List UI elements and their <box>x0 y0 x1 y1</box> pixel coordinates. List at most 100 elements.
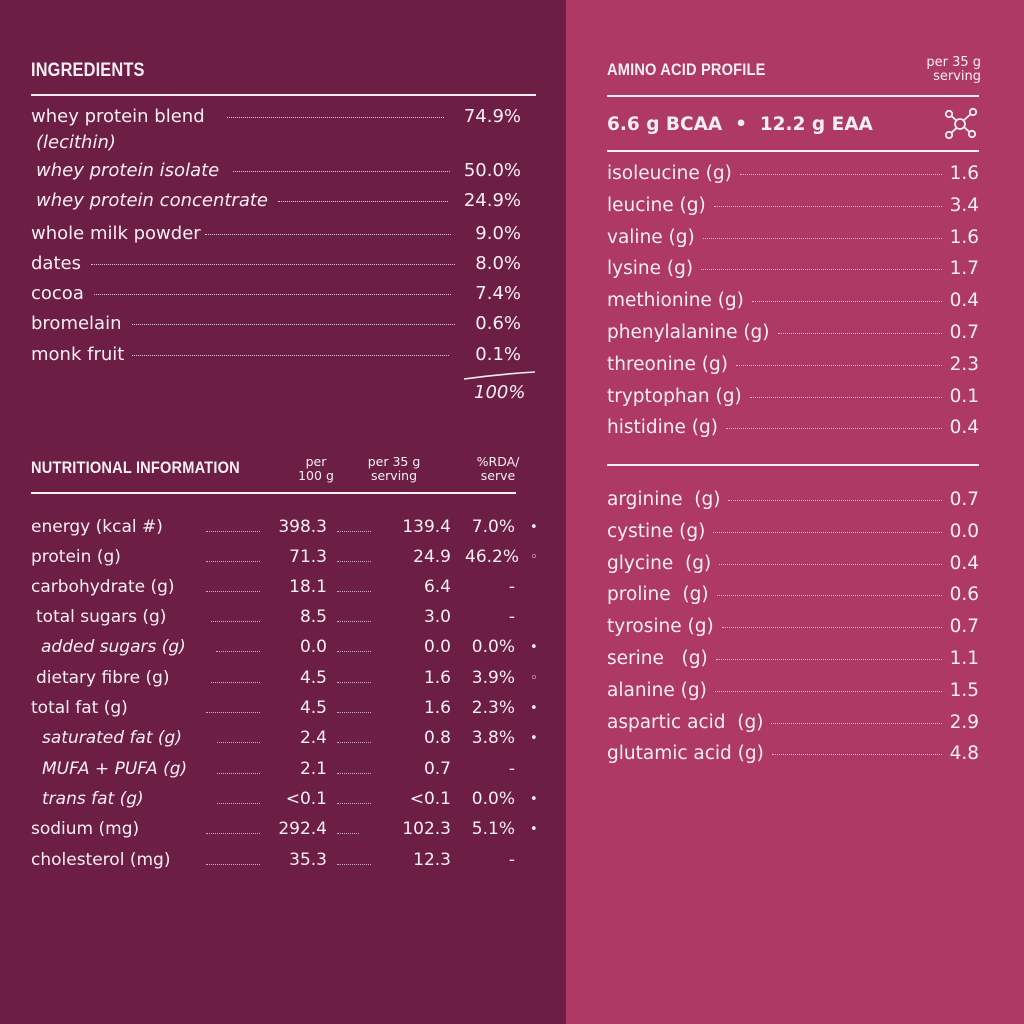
per-100g-value: 2.1 <box>261 759 327 779</box>
rda-value: - <box>461 607 515 627</box>
dot-leader <box>728 500 942 501</box>
dot-leader <box>337 773 373 774</box>
amino-name: threonine (g) <box>607 353 728 375</box>
amino-row: leucine (g) 3.4 <box>607 195 979 216</box>
amino-name: lysine (g) <box>607 258 694 280</box>
per-serving-value: 102.3 <box>371 819 451 839</box>
per-100g-value: 4.5 <box>261 668 327 688</box>
dot-leader <box>206 531 268 532</box>
per-serving-value: 3.0 <box>371 607 451 627</box>
col-rda-line2: serve <box>480 468 516 483</box>
dot-leader <box>337 803 373 804</box>
rda-value: - <box>461 577 515 597</box>
amino-per-line1: per 35 g <box>926 55 981 70</box>
rda-value: 46.2% <box>461 547 519 567</box>
amino-name: isoleucine (g) <box>607 163 732 184</box>
amino-name: tyrosine (g) <box>607 616 714 638</box>
nutrition-row: carbohydrate (g) 18.1 6.4- <box>31 577 551 599</box>
amino-title: AMINO ACID PROFILE <box>607 60 766 79</box>
amino-row: phenylalanine (g) 0.7 <box>607 322 979 343</box>
ingredient-row: monk fruit 0.1% <box>31 344 521 365</box>
dot-leader <box>217 773 268 774</box>
amino-summary-rule <box>607 150 979 152</box>
ingredient-name: monk fruit <box>31 344 125 365</box>
per-100g-value: 292.4 <box>261 819 327 839</box>
rda-value: 2.3% <box>461 698 515 718</box>
nutrition-row: protein (g) 71.3 24.9 46.2% ◦ <box>31 547 551 569</box>
dot-leader <box>337 651 373 652</box>
rda-marker-icon: • <box>530 520 538 535</box>
nutrition-row: added sugars (g) 0.0 0.0 0.0% • <box>31 637 551 659</box>
col-per-serving: per 35 g serving <box>358 455 430 483</box>
total-underline-icon <box>463 371 536 380</box>
dot-leader <box>713 205 942 207</box>
amino-row: threonine (g) 2.3 <box>607 354 979 375</box>
per-serving-value: 0.7 <box>371 759 451 779</box>
ingredient-row: whey protein concentrate 24.9% <box>36 190 521 211</box>
amino-value: 1.1 <box>949 648 979 669</box>
dot-leader <box>771 754 942 756</box>
amino-row: tryptophan (g) 0.1 <box>607 386 979 407</box>
ingredient-name: whey protein blend <box>31 106 205 127</box>
amino-value: 0.6 <box>949 584 979 606</box>
amino-row: lysine (g) 1.7 <box>607 258 979 279</box>
rda-value: 7.0% <box>461 517 515 537</box>
ingredient-name: cocoa <box>31 283 84 304</box>
amino-value: 0.4 <box>949 417 979 439</box>
amino-row: serine (g) 1.1 <box>607 648 979 669</box>
amino-name: proline (g) <box>607 584 709 606</box>
rda-marker-icon: • <box>530 640 538 655</box>
per-100g-value: 4.5 <box>261 698 327 718</box>
dot-leader <box>749 396 942 398</box>
dot-leader <box>337 833 359 834</box>
nutrient-name: MUFA + PUFA (g) <box>42 759 188 779</box>
amino-value: 1.6 <box>949 226 979 248</box>
ingredient-name: whey protein isolate <box>36 160 220 181</box>
ingredient-row: whey protein isolate 50.0% <box>36 160 521 181</box>
amino-name: cystine (g) <box>607 520 706 542</box>
nutrient-name: sodium (mg) <box>31 819 140 839</box>
dot-leader <box>206 833 268 834</box>
dot-leader <box>337 682 373 683</box>
right-panel <box>566 0 1024 1024</box>
ingredient-value: 50.0% <box>463 160 521 181</box>
nutrition-row: energy (kcal #) 398.3 139.4 7.0% • <box>31 517 551 539</box>
amino-name: glycine (g) <box>607 552 712 574</box>
nutrient-name: protein (g) <box>31 547 121 567</box>
dot-leader <box>701 269 942 271</box>
dot-leader <box>777 333 942 334</box>
amino-divider <box>607 464 979 466</box>
amino-name: tryptophan (g) <box>607 385 742 407</box>
amino-row: glycine (g) 0.4 <box>607 553 979 574</box>
per-100g-value: 398.3 <box>261 517 327 537</box>
amino-value: 2.3 <box>949 353 979 375</box>
per-serving-value: 1.6 <box>371 668 451 688</box>
ingredient-name: bromelain <box>31 313 122 334</box>
rda-value: 3.9% <box>461 668 515 688</box>
ingredient-value: 7.4% <box>475 283 521 304</box>
rda-marker-icon: • <box>530 822 538 837</box>
rda-value: 0.0% <box>461 789 515 809</box>
dot-leader <box>337 742 373 743</box>
dot-leader <box>719 563 942 565</box>
col-per-100g-line1: per <box>305 454 327 469</box>
per-serving-value: 12.3 <box>371 850 451 870</box>
dot-leader <box>716 595 942 597</box>
ingredient-row: dates 8.0% <box>31 253 521 274</box>
ingredients-title: INGREDIENTS <box>31 60 145 81</box>
nutrition-row: dietary fibre (g) 4.5 1.6 3.9% ◦ <box>31 668 551 690</box>
rda-value: 5.1% <box>461 819 515 839</box>
amino-rule <box>607 95 979 97</box>
col-rda: %RDA/ serve <box>466 455 530 483</box>
nutrition-row: trans fat (g) <0.1 <0.1 0.0% • <box>31 789 551 811</box>
dot-leader <box>226 117 444 118</box>
col-per-serving-line1: per 35 g <box>367 454 421 469</box>
amino-value: 0.0 <box>949 520 979 542</box>
rda-marker-icon: • <box>530 731 538 746</box>
per-serving-value: <0.1 <box>371 789 451 809</box>
amino-name: leucine (g) <box>607 194 706 216</box>
amino-name: glutamic acid (g) <box>607 743 764 765</box>
dot-leader <box>132 355 450 356</box>
per-serving-value: 6.4 <box>371 577 451 597</box>
ingredient-row: whey protein blend 74.9% <box>31 106 521 127</box>
